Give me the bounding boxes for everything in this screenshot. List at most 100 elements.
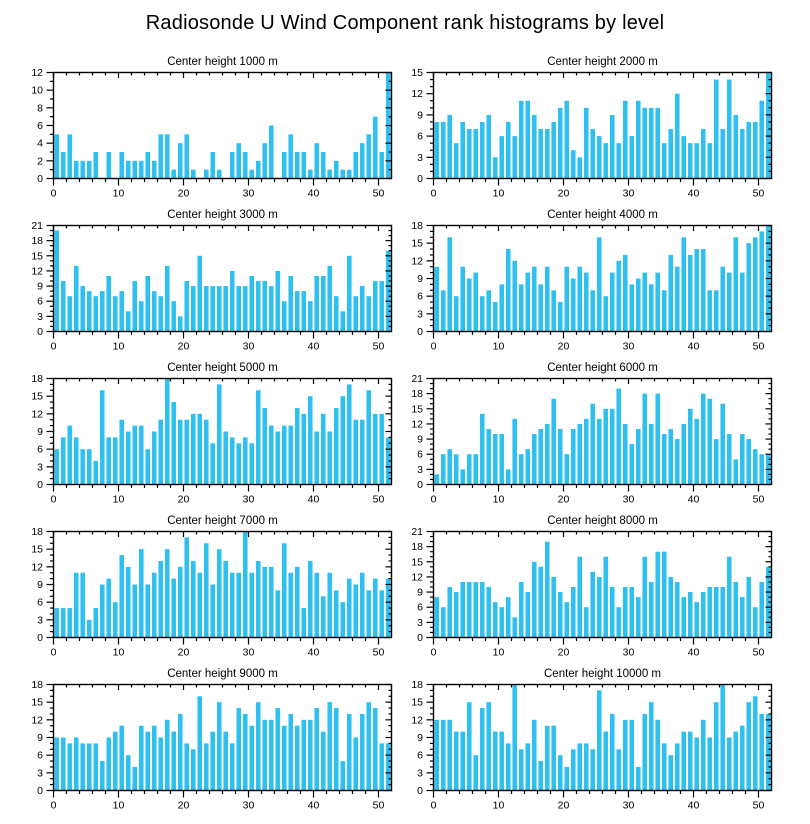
ticks-group: 0 3 6 9 12 15 18 0 10 20 30 40 50 (31, 526, 392, 659)
bar-rank-40 (307, 719, 313, 791)
bar-rank-29 (236, 572, 242, 638)
bar-rank-6 (466, 581, 472, 638)
x-tick-label: 10 (493, 188, 505, 200)
bar-rank-40 (687, 254, 693, 332)
bar-rank-23 (197, 696, 203, 791)
bar-rank-47 (733, 237, 739, 332)
bar-rank-14 (138, 725, 144, 791)
x-tick-label: 30 (623, 800, 635, 812)
histogram-svg: Center height 10000 m 0 3 6 9 12 15 18 0 10 20 30 40… (411, 668, 773, 812)
bar-rank-40 (687, 143, 693, 179)
bars-group (434, 72, 771, 179)
bar-rank-19 (551, 290, 557, 332)
bar-rank-47 (733, 114, 739, 179)
panel-title: Center height 9000 m (167, 668, 278, 680)
bar-rank-43 (327, 169, 333, 179)
bar-rank-37 (288, 134, 294, 179)
bar-rank-26 (216, 384, 222, 485)
bar-rank-13 (512, 260, 518, 332)
panel-title: Center height 10000 m (544, 668, 661, 680)
bar-rank-10 (112, 437, 118, 485)
x-tick-label: 0 (431, 647, 437, 659)
bar-rank-35 (655, 393, 661, 485)
plot-frame (52, 683, 393, 792)
bar-rank-10 (112, 731, 118, 791)
bar-rank-5 (460, 121, 466, 179)
bar-rank-18 (544, 725, 550, 791)
bar-rank-15 (145, 449, 151, 485)
bar-rank-50 (372, 578, 378, 638)
bar-rank-9 (106, 737, 112, 791)
bar-rank-23 (577, 743, 583, 791)
bar-rank-48 (359, 713, 365, 791)
bar-rank-2 (440, 290, 446, 332)
bar-rank-7 (93, 296, 99, 332)
bar-rank-31 (249, 443, 255, 485)
y-tick-label: 3 (37, 614, 43, 626)
bar-rank-1 (54, 230, 60, 332)
bar-rank-45 (340, 761, 346, 791)
bar-rank-34 (268, 125, 274, 179)
bar-rank-27 (603, 556, 609, 638)
y-tick-label: 15 (411, 556, 423, 568)
bar-rank-10 (492, 731, 498, 791)
bar-rank-17 (158, 296, 164, 332)
bar-rank-24 (203, 286, 209, 332)
bar-rank-11 (119, 291, 125, 332)
bar-rank-43 (707, 143, 713, 179)
y-tick-label: 6 (37, 750, 43, 762)
y-tick-label: 18 (411, 541, 423, 553)
histogram-panel-9000m: Center height 9000 m 0 3 6 9 12 15 18 0 10 20 30 40 5… (16, 662, 405, 815)
y-tick-label: 6 (37, 597, 43, 609)
y-tick-label: 15 (31, 250, 43, 262)
bar-rank-41 (314, 431, 320, 485)
bar-rank-12 (125, 431, 131, 485)
x-tick-label: 50 (753, 188, 765, 200)
y-tick-label: 4 (37, 138, 43, 150)
bar-rank-22 (190, 413, 196, 485)
x-tick-label: 30 (243, 341, 255, 353)
bar-rank-28 (609, 272, 615, 332)
bar-rank-44 (333, 296, 339, 332)
bar-rank-46 (346, 578, 352, 638)
y-tick-label: 18 (411, 679, 423, 691)
bar-rank-5 (80, 160, 86, 179)
bar-rank-20 (177, 143, 183, 179)
bar-rank-16 (531, 719, 537, 791)
x-tick-label: 0 (431, 188, 437, 200)
bar-rank-3 (447, 449, 453, 485)
bar-rank-18 (164, 378, 170, 485)
plot-frame (432, 683, 773, 792)
bar-rank-15 (145, 584, 151, 638)
y-tick-label: 18 (31, 679, 43, 691)
bar-rank-33 (642, 556, 648, 638)
bar-rank-40 (687, 592, 693, 638)
bar-rank-6 (466, 454, 472, 485)
plot-frame (52, 377, 393, 486)
bar-rank-25 (210, 731, 216, 791)
y-tick-label: 12 (31, 408, 43, 420)
bar-rank-31 (249, 572, 255, 638)
bar-rank-21 (184, 537, 190, 638)
bar-rank-6 (466, 702, 472, 791)
bar-rank-39 (301, 152, 307, 179)
bar-rank-34 (648, 107, 654, 179)
bar-rank-35 (275, 270, 281, 332)
bar-rank-37 (288, 572, 294, 638)
y-tick-label: 21 (411, 526, 423, 538)
bar-rank-40 (687, 408, 693, 485)
bar-rank-24 (583, 418, 589, 485)
bar-rank-21 (184, 743, 190, 791)
x-tick-label: 40 (308, 341, 320, 353)
bar-rank-1 (54, 449, 60, 485)
bar-rank-31 (629, 587, 635, 638)
bar-rank-40 (687, 731, 693, 791)
bar-rank-37 (668, 254, 674, 332)
bar-rank-25 (590, 749, 596, 791)
histogram-panel-3000m: Center height 3000 m 0 3 6 9 12 15 18 21 0 10 20 30 4… (16, 203, 405, 356)
bar-rank-7 (473, 129, 479, 179)
bar-rank-52 (385, 743, 391, 791)
bar-rank-41 (694, 602, 700, 638)
bar-rank-39 (681, 597, 687, 638)
bar-rank-22 (570, 428, 576, 485)
